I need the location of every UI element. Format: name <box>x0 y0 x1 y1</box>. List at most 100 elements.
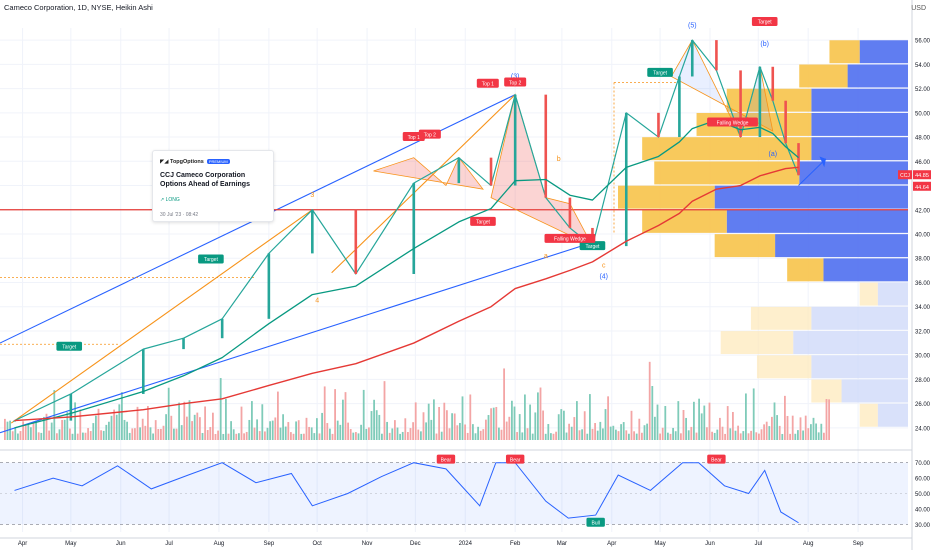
volume-bar <box>232 429 235 440</box>
price-tick-label: 24.00 <box>915 426 931 432</box>
volume-bar <box>357 433 360 440</box>
profile-up-bar <box>654 161 800 185</box>
volume-bar <box>170 415 173 440</box>
price-candle <box>489 157 493 186</box>
volume-bar <box>321 412 323 440</box>
target-label-bg <box>751 16 778 26</box>
price-candle <box>784 100 787 144</box>
volume-bar <box>89 431 92 440</box>
volume-bar <box>269 421 271 440</box>
volume-bar <box>687 430 690 440</box>
volume-bar <box>313 433 316 440</box>
profile-down-bar <box>877 282 908 306</box>
volume-bar <box>778 425 781 440</box>
volume-bar <box>277 391 279 440</box>
volume-bar <box>555 431 557 440</box>
volume-bar <box>225 398 227 440</box>
volume-bar <box>43 416 45 440</box>
long-arrow-icon: ↗ <box>160 197 166 203</box>
projection-arrow-head <box>819 156 826 168</box>
volume-bar <box>565 432 568 440</box>
price-tick-label: 46.00 <box>915 160 931 166</box>
volume-bar <box>118 404 121 440</box>
volume-bar <box>74 402 76 440</box>
volume-bar <box>693 401 695 440</box>
volume-bar <box>469 394 472 440</box>
volume-bar <box>513 406 516 440</box>
time-tick-label: Aug <box>803 541 814 547</box>
volume-bar <box>446 410 448 440</box>
idea-title[interactable]: CCJ Cameco Corporation Options Ahead of … <box>160 172 250 188</box>
volume-bar <box>661 427 664 440</box>
volume-bar <box>100 430 102 440</box>
volume-bar <box>331 433 334 440</box>
ma-200-line <box>14 166 799 422</box>
volume-bar <box>14 428 17 440</box>
volume-bar <box>388 432 391 440</box>
volume-bar <box>615 429 617 440</box>
price-candle <box>311 209 314 254</box>
volume-bar <box>672 427 674 440</box>
volume-bar <box>342 399 344 440</box>
target-label-bg <box>579 241 606 251</box>
volume-bar <box>305 417 308 440</box>
price-candle <box>771 66 775 101</box>
price-candle <box>354 209 358 274</box>
volume-bar <box>648 361 651 440</box>
volume-bar <box>251 401 253 440</box>
volume-bar <box>622 422 625 440</box>
target-label: Target <box>653 71 668 77</box>
projection-arrow-line <box>798 158 827 186</box>
volume-bar <box>284 426 287 440</box>
volume-bar <box>316 418 318 440</box>
volume-bar <box>35 420 37 440</box>
volume-bar <box>126 421 128 440</box>
volume-bar <box>336 420 339 440</box>
volume-bar <box>110 415 113 440</box>
falling-wedge-label: Falling Wedge <box>554 237 586 243</box>
price-tick-label: 38.00 <box>915 257 931 263</box>
target-label: Target <box>204 257 219 263</box>
volume-bar <box>596 430 599 440</box>
volume-bar <box>433 399 435 440</box>
volume-bar <box>45 413 48 440</box>
volume-bar <box>708 402 711 440</box>
volume-bar <box>734 430 737 440</box>
price-candle <box>624 112 628 247</box>
volume-bar <box>165 414 167 440</box>
volume-bar <box>544 433 547 440</box>
volume-bar <box>703 405 706 440</box>
volume-bar <box>196 412 199 440</box>
volume-bar <box>191 421 193 440</box>
volume-bar <box>578 430 581 440</box>
volume-bar <box>349 429 352 440</box>
volume-bar <box>422 412 425 440</box>
volume-bar <box>19 431 22 440</box>
volume-bar <box>24 424 27 440</box>
volume-bar <box>84 432 87 440</box>
volume-bar <box>128 432 131 440</box>
volume-bar <box>630 410 633 440</box>
volume-bar <box>550 433 552 440</box>
volume-bar <box>641 432 643 440</box>
volume-bar <box>381 433 383 440</box>
volume-bar <box>344 392 347 440</box>
volume-bar <box>154 420 157 440</box>
volume-bar <box>258 431 261 440</box>
volume-bar <box>638 418 641 440</box>
volume-bar <box>32 422 35 440</box>
volume-bar <box>698 398 700 440</box>
volume-bar <box>729 428 732 440</box>
price-tick-label: 32.00 <box>915 329 931 335</box>
volume-bar <box>503 368 505 440</box>
price-tick-label: 56.00 <box>915 39 931 45</box>
wave-blue-b-label: (b) <box>760 41 769 48</box>
rsi-bear-label: Bear <box>441 457 452 463</box>
top-2-label: Top 2 <box>509 80 521 86</box>
volume-bar <box>386 421 388 440</box>
volume-bar <box>472 424 474 440</box>
idea-card[interactable]: ◤◢ TopgOptions PREMIUM CCJ Cameco Corpora… <box>152 150 274 222</box>
volume-bar <box>310 427 313 440</box>
wave-a-label: a <box>544 253 548 260</box>
volume-bar <box>659 433 661 440</box>
